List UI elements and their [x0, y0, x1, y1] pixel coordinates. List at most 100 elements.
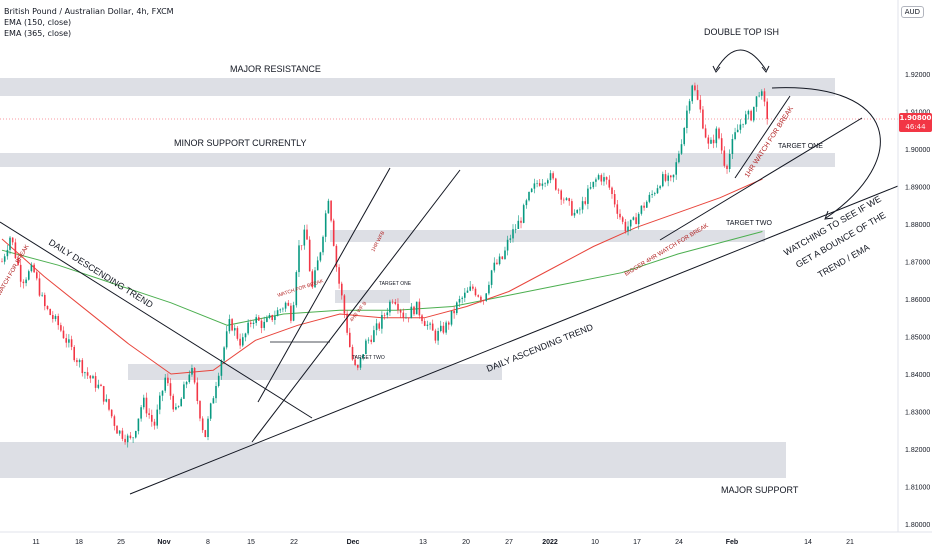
ema-365-legend: EMA (365, close): [4, 29, 72, 38]
candle-body: [17, 258, 19, 265]
candle-up: [456, 301, 458, 316]
candle-body: [613, 194, 616, 205]
candle-body: [616, 204, 619, 214]
candle-up: [292, 301, 295, 322]
candle-body: [113, 416, 116, 426]
candle-up: [212, 396, 215, 404]
candle-body: [656, 188, 659, 194]
candle-down: [81, 358, 84, 377]
double-top-arrowhead-right: [761, 65, 770, 73]
candle-up: [28, 269, 30, 281]
bigger-4hr-trendline: [659, 117, 863, 241]
candle-body: [466, 290, 469, 293]
candle-body: [25, 279, 27, 284]
candle-down: [434, 328, 437, 344]
candle-down: [766, 98, 768, 125]
candle-body: [493, 262, 496, 271]
candle-up: [458, 295, 461, 307]
candle-body: [405, 317, 407, 319]
candle-body: [402, 312, 405, 318]
candle-body: [504, 250, 506, 259]
candle-up: [386, 307, 389, 319]
candle-body: [1, 261, 3, 263]
candle-body: [418, 301, 421, 316]
candle-up: [742, 123, 744, 128]
x-tick-label: 24: [675, 539, 683, 546]
candle-body: [659, 186, 661, 189]
candle-up: [469, 281, 471, 292]
candle-body: [394, 302, 397, 304]
y-tick-label: 1.84000: [905, 372, 930, 379]
candle-body: [100, 384, 102, 387]
candle-up: [525, 198, 528, 209]
candle-body: [648, 194, 651, 202]
candle-body: [44, 294, 46, 307]
candle-body: [175, 407, 177, 410]
candle-up: [84, 371, 86, 379]
candle-up: [632, 216, 635, 221]
x-tick-label: 2022: [542, 539, 558, 546]
x-tick-label: 20: [462, 539, 470, 546]
currency-badge[interactable]: AUD: [900, 6, 924, 18]
candle-body: [94, 376, 97, 388]
candle-up: [220, 359, 223, 380]
candle-body: [587, 188, 589, 204]
candle-body: [672, 174, 675, 178]
y-axis[interactable]: 1.80000 1.81000 1.82000 1.83000 1.84000 1.850…: [897, 0, 930, 532]
candle-body: [357, 365, 359, 368]
candle-up: [276, 307, 279, 317]
candle-down: [19, 259, 22, 288]
candle-body: [541, 183, 544, 186]
candle-body: [458, 299, 461, 303]
candle-body: [46, 306, 49, 309]
candle-up: [177, 405, 180, 409]
candle-body: [161, 390, 164, 396]
candle-up: [279, 308, 281, 313]
candle-body: [555, 178, 557, 190]
candle-down: [378, 321, 380, 331]
candle-up: [367, 337, 370, 344]
candle-body: [410, 306, 413, 319]
candle-body: [509, 238, 512, 240]
candle-up: [758, 92, 760, 98]
candle-body: [314, 270, 316, 288]
y-tick-label: 1.80000: [905, 522, 930, 529]
candle-up: [547, 178, 549, 186]
candle-up: [517, 215, 520, 229]
candle-body: [271, 315, 273, 321]
candle-down: [557, 188, 560, 194]
candle-body: [129, 435, 132, 438]
candle-body: [624, 221, 627, 232]
candle-down: [57, 313, 59, 330]
candle-body: [33, 264, 35, 273]
major-support-label: MAJOR SUPPORT: [721, 485, 799, 495]
candle-body: [279, 309, 281, 311]
candle-down: [442, 322, 445, 335]
candle-body: [86, 372, 89, 376]
candle-body: [22, 281, 25, 284]
candle-up: [440, 320, 442, 333]
y-tick-label: 1.90000: [905, 147, 930, 154]
candle-up: [215, 381, 217, 403]
candle-body: [525, 200, 528, 206]
candle-up: [450, 310, 453, 327]
candle-body: [242, 337, 244, 346]
candle-body: [207, 418, 209, 437]
candle-up: [710, 137, 712, 144]
candle-up: [135, 430, 137, 439]
candle-body: [720, 138, 723, 151]
candle-body: [437, 331, 439, 341]
candle-down: [407, 317, 410, 323]
candle-body: [712, 139, 715, 144]
candle-up: [493, 257, 496, 273]
candle-body: [76, 360, 78, 363]
candle-body: [640, 205, 643, 214]
x-axis[interactable]: 11 18 25 Nov 8 15 22 Dec 13 20 27 2022 10 17 24 Feb 14 21: [0, 531, 932, 546]
candle-up: [686, 105, 688, 134]
candle-body: [180, 398, 182, 407]
candle-up: [9, 236, 11, 255]
candle-up: [54, 314, 57, 322]
watching-bounce-arrow: [771, 87, 881, 219]
